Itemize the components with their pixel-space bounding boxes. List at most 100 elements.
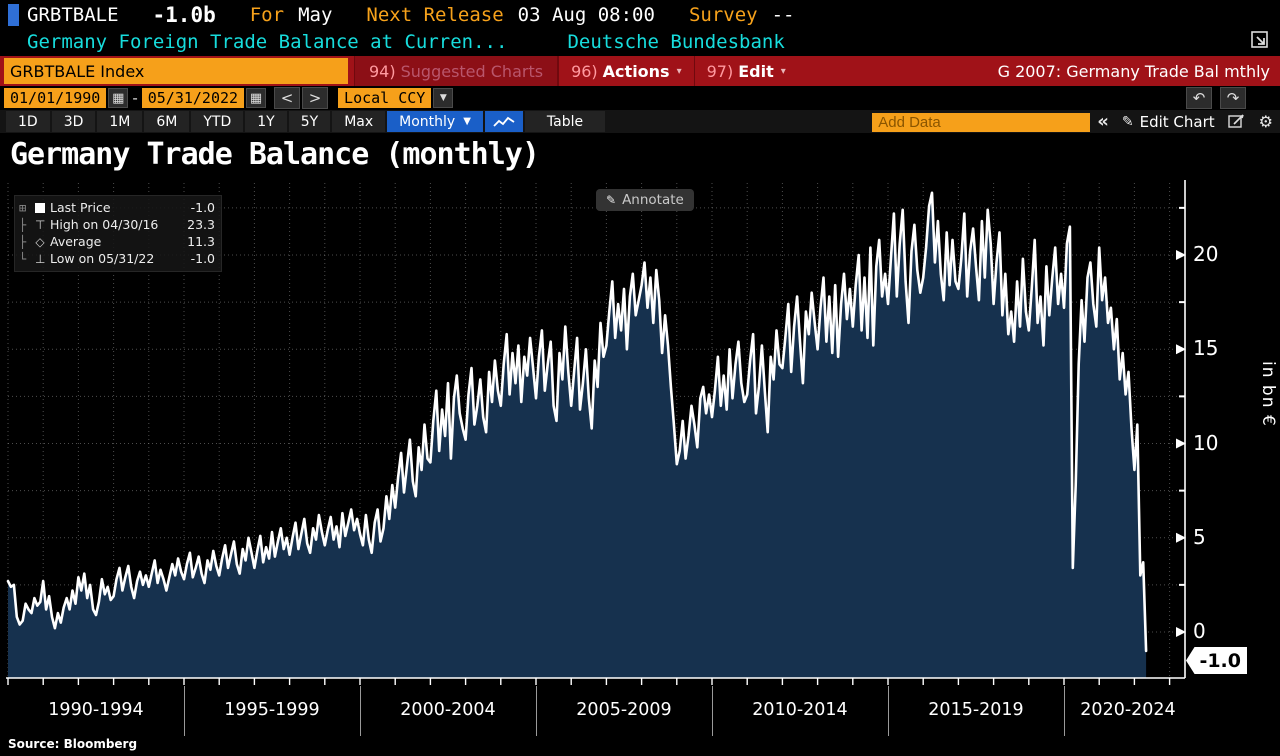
- survey-value: --: [771, 4, 795, 26]
- legend-row-last-price[interactable]: ⊞ Last Price -1.0: [19, 199, 215, 216]
- y-axis-tick-label: 20: [1193, 242, 1219, 266]
- edit-number: 97): [706, 61, 734, 81]
- next-release-value: 03 Aug 08:00: [517, 4, 655, 26]
- collapse-toolbar-button[interactable]: «: [1097, 111, 1109, 132]
- high-marker-icon: ⊤: [35, 217, 46, 232]
- chart-reference-title: G 2007: Germany Trade Bal mthly: [997, 61, 1270, 81]
- chart-title: Germany Trade Balance (monthly): [10, 137, 540, 172]
- annotate-label: Annotate: [622, 192, 684, 208]
- security-input[interactable]: GRBTBALE Index: [4, 58, 348, 84]
- tab-ytd[interactable]: YTD: [191, 111, 244, 132]
- chart-area[interactable]: Germany Trade Balance (monthly) ⊞ Last P…: [0, 133, 1280, 756]
- currency-select[interactable]: Local CCY: [338, 88, 432, 108]
- chart-annotations-button[interactable]: [1221, 111, 1252, 132]
- line-chart-icon: [493, 116, 515, 127]
- tab-1m[interactable]: 1M: [97, 111, 143, 132]
- x-axis-separator: [888, 686, 889, 736]
- tree-branch: ├: [19, 217, 27, 232]
- settings-gear-button[interactable]: ⚙: [1258, 112, 1273, 131]
- currency-caret-button[interactable]: ▼: [433, 88, 454, 108]
- price-plot[interactable]: [0, 133, 1280, 756]
- line-chart-view-button[interactable]: [484, 111, 523, 132]
- end-date-input[interactable]: 05/31/2022: [141, 88, 245, 108]
- x-axis-bin-label: 1990-1994: [48, 700, 144, 720]
- end-calendar-button[interactable]: ▦: [246, 88, 267, 108]
- series-swatch-icon: [35, 202, 45, 213]
- command-bar: GRBTBALE Index 94) Suggested Charts 96) …: [0, 56, 1280, 86]
- x-axis-separator: [184, 686, 185, 736]
- x-axis-bin-label: 2020-2024: [1080, 700, 1176, 720]
- y-axis-unit-label: in bn €: [1258, 361, 1278, 427]
- tab-3d[interactable]: 3D: [51, 111, 96, 132]
- chart-legend[interactable]: ⊞ Last Price -1.0 ├ ⊤ High on 04/30/16 2…: [14, 195, 222, 272]
- legend-label: Average: [50, 234, 102, 249]
- security-accent-bar: [8, 4, 19, 26]
- tree-expand-icon[interactable]: ⊞: [19, 200, 27, 215]
- actions-number: 96): [571, 61, 598, 81]
- chevron-down-icon: ▼: [439, 93, 447, 103]
- calendar-icon: ▦: [112, 90, 125, 106]
- legend-value: 11.3: [187, 234, 215, 249]
- y-axis-tick-label: 0: [1193, 619, 1206, 643]
- source-org: Deutsche Bundesbank: [567, 31, 785, 53]
- redo-button[interactable]: ↷: [1220, 87, 1246, 109]
- tab-max[interactable]: Max: [332, 111, 386, 132]
- next-period-button[interactable]: >: [302, 87, 329, 109]
- next-release-label: Next Release: [366, 4, 504, 26]
- legend-label: Last Price: [50, 200, 111, 215]
- add-data-input[interactable]: [872, 112, 1091, 132]
- legend-value: -1.0: [190, 200, 215, 215]
- actions-menu[interactable]: 96) Actions ▾: [558, 56, 694, 86]
- legend-label: High on 04/30/16: [50, 217, 159, 232]
- pencil-icon: ✎: [1121, 113, 1134, 130]
- legend-row-low[interactable]: └ ⊥ Low on 05/31/22 -1.0: [19, 250, 215, 267]
- legend-label: Low on 05/31/22: [50, 251, 155, 266]
- tab-1d[interactable]: 1D: [6, 111, 50, 132]
- start-date-input[interactable]: 01/01/1990: [4, 88, 107, 108]
- tab-6m[interactable]: 6M: [144, 111, 190, 132]
- table-view-button[interactable]: Table: [524, 111, 606, 132]
- edit-chart-button[interactable]: ✎ Edit Chart: [1116, 113, 1221, 131]
- chart-edit-icon: [1227, 114, 1244, 128]
- last-value: -1.0b: [152, 3, 216, 27]
- date-separator: -: [132, 89, 138, 107]
- period-select[interactable]: Monthly ▼: [387, 111, 483, 132]
- chevron-down-icon: ▼: [463, 116, 471, 127]
- suggested-charts-button[interactable]: 94) Suggested Charts: [354, 56, 559, 86]
- actions-label: Actions: [602, 61, 670, 81]
- for-label: For: [249, 4, 285, 26]
- x-axis-bin-label: 2010-2014: [752, 700, 848, 720]
- legend-value: -1.0: [190, 251, 215, 266]
- chevron-down-icon: ▾: [780, 65, 786, 77]
- quote-header: GRBTBALE -1.0b For May Next Release 03 A…: [0, 0, 1280, 56]
- suggested-charts-number: 94): [369, 61, 396, 81]
- suggested-charts-label: Suggested Charts: [400, 61, 544, 81]
- chart-toolbar: 1D 3D 1M 6M YTD 1Y 5Y Max Monthly ▼ Tabl…: [0, 110, 1280, 133]
- last-value-badge: -1.0: [1186, 647, 1247, 674]
- legend-value: 23.3: [187, 217, 215, 232]
- x-axis-separator: [1064, 686, 1065, 736]
- legend-row-high[interactable]: ├ ⊤ High on 04/30/16 23.3: [19, 216, 215, 233]
- legend-row-average[interactable]: ├ ◇ Average 11.3: [19, 233, 215, 250]
- x-axis-bin-label: 1995-1999: [224, 700, 320, 720]
- period-label: Monthly: [399, 113, 456, 130]
- undo-button[interactable]: ↶: [1186, 87, 1212, 109]
- y-axis-tick-label: 10: [1193, 430, 1219, 455]
- tree-branch-end: └: [19, 251, 27, 266]
- pencil-icon: ✎: [606, 193, 617, 207]
- start-calendar-button[interactable]: ▦: [108, 88, 129, 108]
- tab-5y[interactable]: 5Y: [288, 111, 331, 132]
- x-axis-separator: [712, 686, 713, 736]
- survey-label: Survey: [688, 4, 758, 26]
- y-axis-tick-label: 15: [1193, 336, 1219, 361]
- annotate-button[interactable]: ✎ Annotate: [596, 189, 694, 211]
- popout-icon[interactable]: [1250, 30, 1270, 50]
- tab-1y[interactable]: 1Y: [245, 111, 287, 132]
- x-axis-bin-label: 2000-2004: [400, 700, 496, 720]
- prev-period-button[interactable]: <: [274, 87, 301, 109]
- for-value: May: [298, 4, 333, 26]
- x-axis-bin-label: 2015-2019: [928, 700, 1024, 720]
- average-marker-icon: ◇: [35, 234, 45, 249]
- edit-menu[interactable]: 97) Edit ▾: [693, 56, 798, 86]
- calendar-icon: ▦: [249, 90, 263, 106]
